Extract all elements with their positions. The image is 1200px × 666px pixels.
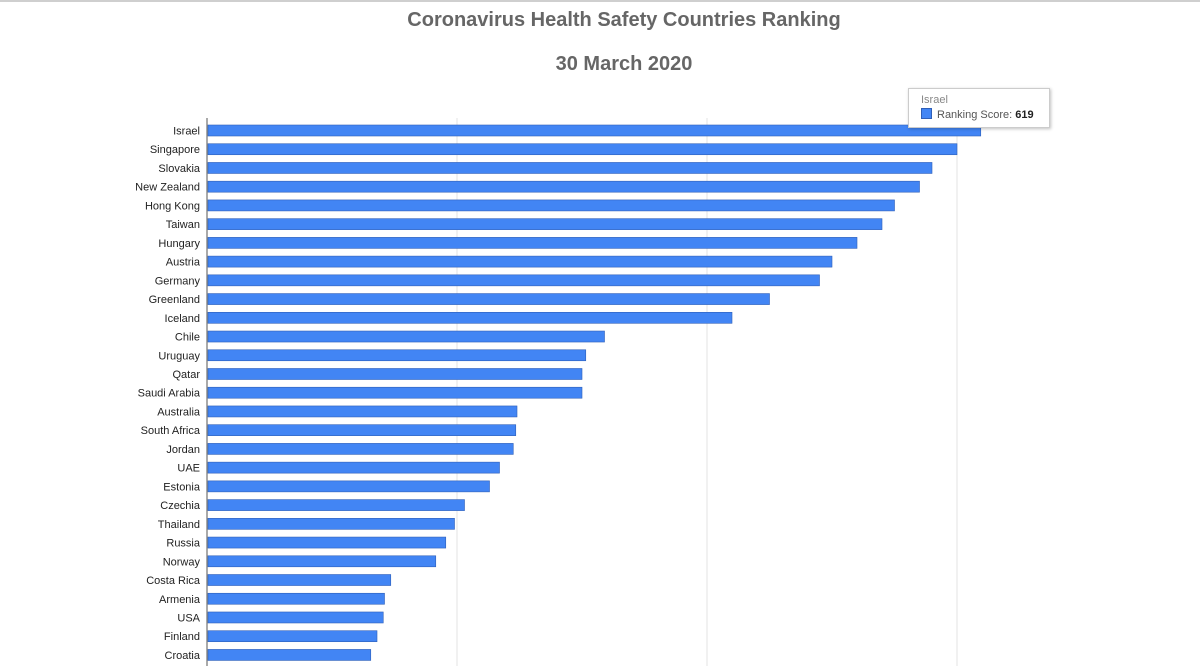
category-label-hong-kong: Hong Kong bbox=[145, 200, 200, 212]
tooltip-series-label: Ranking Score: bbox=[937, 109, 1013, 121]
category-label-uruguay: Uruguay bbox=[158, 350, 200, 362]
bar-czechia[interactable] bbox=[207, 499, 465, 511]
bar-norway[interactable] bbox=[207, 555, 437, 568]
category-label-finland: Finland bbox=[164, 631, 200, 643]
bars bbox=[207, 124, 982, 661]
category-labels: Israel Singapore Slovakia New Zealand Hong K… bbox=[135, 126, 201, 662]
category-label-singapore: Singapore bbox=[150, 144, 200, 156]
bar-croatia[interactable] bbox=[207, 649, 372, 661]
bar-singapore[interactable] bbox=[207, 143, 958, 156]
category-label-new-zealand: New Zealand bbox=[135, 182, 200, 194]
category-label-estonia: Estonia bbox=[163, 481, 201, 493]
bar-usa[interactable] bbox=[207, 611, 384, 624]
bar-israel[interactable] bbox=[207, 124, 982, 137]
bar-chile[interactable] bbox=[207, 330, 605, 343]
bar-hong-kong[interactable] bbox=[207, 199, 895, 212]
category-label-jordan: Jordan bbox=[166, 444, 200, 456]
bar-uruguay[interactable] bbox=[207, 349, 587, 362]
chart-subtitle: 30 March 2020 bbox=[555, 53, 693, 75]
category-label-costa-rica: Costa Rica bbox=[146, 575, 201, 587]
category-label-germany: Germany bbox=[155, 275, 201, 287]
bar-costa-rica[interactable] bbox=[207, 574, 392, 586]
top-edge-strip bbox=[0, 0, 1200, 2]
series-swatch-icon bbox=[921, 108, 932, 119]
category-label-czechia: Czechia bbox=[160, 500, 201, 512]
category-label-chile: Chile bbox=[175, 332, 200, 344]
bar-finland[interactable] bbox=[207, 630, 378, 643]
category-label-south-africa: South Africa bbox=[141, 425, 201, 437]
category-label-iceland: Iceland bbox=[165, 313, 200, 325]
bar-hungary[interactable] bbox=[207, 237, 858, 249]
category-label-croatia: Croatia bbox=[165, 650, 201, 662]
category-label-qatar: Qatar bbox=[172, 369, 200, 381]
tooltip: Israel Ranking Score: 619 bbox=[908, 88, 1050, 128]
tooltip-row: Ranking Score: 619 bbox=[921, 107, 1049, 123]
bar-australia[interactable] bbox=[207, 405, 518, 418]
bar-austria[interactable] bbox=[207, 255, 833, 268]
bar-iceland[interactable] bbox=[207, 311, 733, 324]
category-label-uae: UAE bbox=[177, 463, 200, 475]
category-label-russia: Russia bbox=[166, 538, 201, 550]
bar-new-zealand[interactable] bbox=[207, 180, 920, 193]
bar-jordan[interactable] bbox=[207, 443, 514, 455]
bar-taiwan[interactable] bbox=[207, 218, 883, 230]
category-label-israel: Israel bbox=[173, 126, 200, 138]
bar-south-africa[interactable] bbox=[207, 424, 517, 436]
bar-russia[interactable] bbox=[207, 536, 447, 549]
tooltip-category: Israel bbox=[921, 94, 948, 106]
category-label-australia: Australia bbox=[157, 406, 201, 418]
category-label-hungary: Hungary bbox=[158, 238, 200, 250]
bar-qatar[interactable] bbox=[207, 368, 583, 380]
bar-uae[interactable] bbox=[207, 461, 500, 474]
category-label-saudi-arabia: Saudi Arabia bbox=[138, 388, 201, 400]
category-label-slovakia: Slovakia bbox=[158, 163, 200, 175]
category-label-greenland: Greenland bbox=[149, 294, 200, 306]
bar-armenia[interactable] bbox=[207, 592, 385, 605]
category-label-usa: USA bbox=[177, 612, 200, 624]
category-label-thailand: Thailand bbox=[158, 519, 200, 531]
bar-saudi-arabia[interactable] bbox=[207, 386, 583, 399]
chart-title: Coronavirus Health Safety Countries Rank… bbox=[407, 9, 841, 31]
category-label-taiwan: Taiwan bbox=[166, 219, 200, 231]
category-label-norway: Norway bbox=[163, 556, 201, 568]
bar-germany[interactable] bbox=[207, 274, 820, 287]
bar-thailand[interactable] bbox=[207, 518, 455, 530]
category-label-austria: Austria bbox=[166, 257, 201, 269]
category-label-armenia: Armenia bbox=[159, 594, 201, 606]
bar-estonia[interactable] bbox=[207, 480, 490, 493]
bar-slovakia[interactable] bbox=[207, 162, 933, 174]
bar-greenland[interactable] bbox=[207, 293, 770, 305]
tooltip-value: 619 bbox=[1015, 109, 1034, 121]
